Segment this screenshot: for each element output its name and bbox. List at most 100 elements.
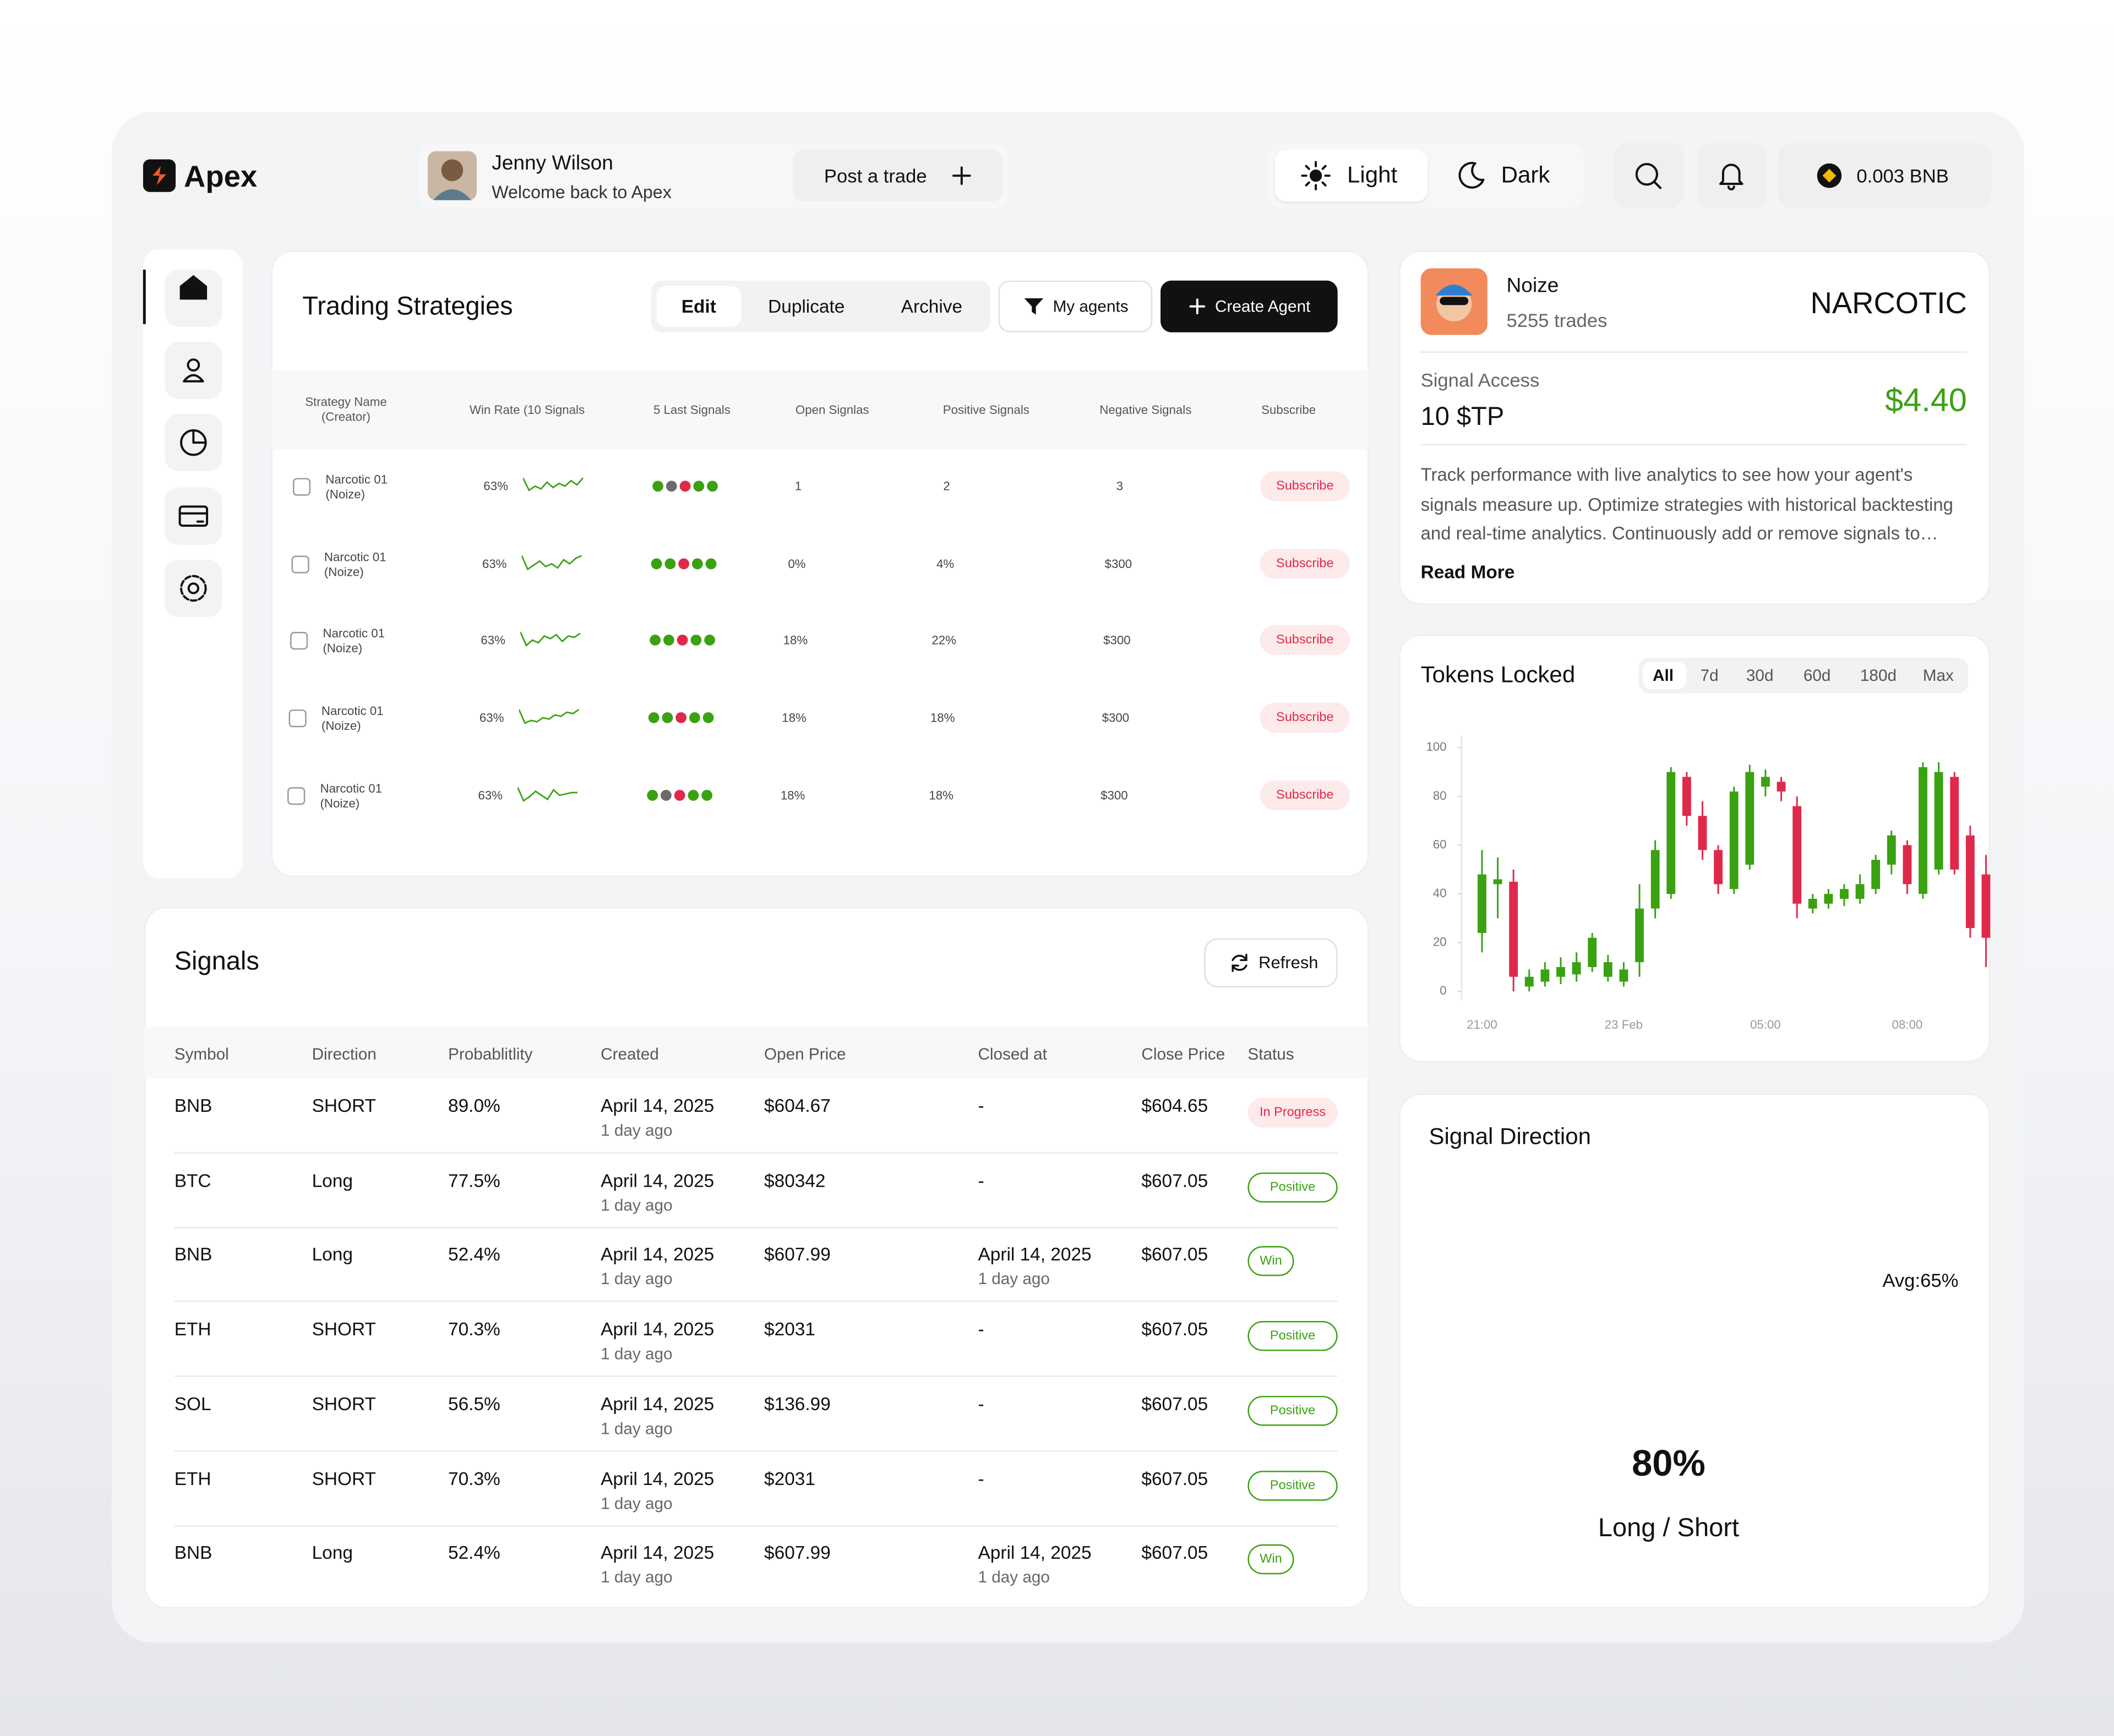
candle-body — [1650, 850, 1660, 909]
refresh-button[interactable] — [1204, 938, 1338, 987]
tab-label: Edit — [681, 296, 716, 317]
signal-symbol: BNB — [174, 1244, 213, 1265]
sidebar-icon-part — [180, 575, 207, 602]
post-trade-label: Post a trade — [824, 165, 927, 187]
candle-body — [1934, 772, 1943, 870]
signal-open-price: $136.99 — [764, 1393, 831, 1414]
created-ago: 1 day ago — [601, 1269, 673, 1289]
y-tick-label: 20 — [1433, 935, 1447, 949]
signal-close-price: $607.05 — [1141, 1319, 1208, 1340]
win-rate-sparkline — [520, 632, 581, 648]
last-signals-dots-part — [675, 712, 687, 724]
negative-signals: 3 — [1116, 479, 1124, 493]
subscribe-button[interactable] — [1260, 548, 1350, 578]
open-signals: 18% — [782, 711, 807, 725]
my-agents-button[interactable] — [998, 280, 1153, 332]
last-signals-dots-part — [652, 481, 663, 492]
range-option[interactable]: All — [1653, 665, 1674, 685]
strategies-column-header: Open Signlas — [795, 403, 869, 417]
subscribe-button[interactable] — [1260, 702, 1350, 733]
strategy-name: Narcotic 01 — [321, 704, 384, 718]
notification-button[interactable] — [1697, 143, 1767, 209]
signal-probability: 77.5% — [448, 1170, 500, 1191]
sidebar-active-indicator — [143, 269, 146, 324]
candle-body — [1950, 777, 1959, 870]
signal-created: April 14, 2025 — [601, 1244, 715, 1265]
read-more[interactable]: Read More — [1420, 561, 1515, 582]
light-button[interactable] — [1274, 150, 1428, 202]
win-rate-sparkline — [523, 477, 584, 492]
subscribe-button[interactable] — [1260, 625, 1350, 656]
signal-created: April 14, 2025 — [601, 1170, 715, 1191]
row-checkbox[interactable] — [292, 478, 311, 496]
candle-body — [1965, 835, 1975, 929]
signal-created: April 14, 2025 — [601, 1468, 715, 1489]
closed-ago: 1 day ago — [978, 1568, 1050, 1587]
bell-icon — [1719, 163, 1743, 190]
range-option[interactable]: 60d — [1803, 665, 1831, 685]
strategy-creator: (Noize) — [325, 487, 366, 501]
sidebar-tile[interactable] — [165, 559, 222, 617]
signal-closed-at: - — [978, 1468, 984, 1489]
sidebar-icon — [178, 505, 209, 527]
refresh-icon — [1232, 953, 1247, 972]
created-ago: 1 day ago — [601, 1493, 673, 1513]
subscribe-button[interactable] — [1260, 780, 1350, 810]
last-signals-dots-part — [662, 712, 673, 724]
positive-signals: 18% — [930, 711, 955, 725]
user-avatar — [427, 151, 477, 200]
signal-direction: SHORT — [312, 1468, 376, 1489]
sidebar-tile[interactable] — [165, 487, 222, 545]
open-signals: 0% — [788, 556, 806, 570]
candle-body — [1603, 962, 1612, 977]
row-checkbox[interactable] — [288, 709, 307, 728]
row-checkbox[interactable] — [287, 787, 306, 805]
last-signals-dots-part — [650, 635, 661, 646]
signal-probability: 52.4% — [448, 1244, 500, 1265]
search-button[interactable] — [1614, 143, 1684, 209]
profile-name: Noize — [1506, 274, 1559, 298]
row-checkbox[interactable] — [290, 632, 308, 651]
signal-created: April 14, 2025 — [601, 1542, 715, 1563]
range-option[interactable]: 180d — [1860, 665, 1897, 685]
y-tick-label: 80 — [1433, 789, 1447, 803]
candle-body — [1777, 782, 1786, 792]
last-signals-dots-part — [689, 712, 700, 724]
range-option[interactable]: 7d — [1700, 665, 1719, 685]
status-label: Win — [1260, 1254, 1282, 1269]
wallet-button[interactable] — [1779, 143, 1992, 209]
negative-signals: $300 — [1104, 556, 1132, 570]
signals-card — [144, 907, 1369, 1609]
candle-body — [1509, 881, 1518, 977]
chart-title: Tokens Locked — [1420, 662, 1576, 688]
candle-body — [1919, 767, 1927, 894]
signal-close-price: $607.05 — [1141, 1393, 1208, 1414]
subscribe-label: Subscribe — [1276, 710, 1334, 725]
create-agent-label: Create Agent — [1215, 297, 1311, 316]
range-option[interactable]: 30d — [1746, 665, 1774, 685]
strategies-column-header: Positive Signals — [942, 403, 1029, 417]
signals-column-header: Symbol — [174, 1044, 229, 1064]
range-option[interactable]: Max — [1922, 665, 1954, 685]
sidebar-icon-part — [192, 429, 207, 444]
row-checkbox[interactable] — [291, 555, 309, 573]
sidebar-icon — [183, 358, 204, 383]
sun-icon-part — [1301, 161, 1331, 190]
created-ago: 1 day ago — [601, 1195, 673, 1215]
description: Track performance with live analytics to… — [1420, 464, 1953, 544]
subscribe-button[interactable] — [1260, 471, 1350, 501]
signal-closed-at: - — [978, 1170, 984, 1191]
refresh-label: Refresh — [1258, 953, 1318, 973]
last-signals-dots — [648, 712, 714, 724]
candle-body — [1714, 850, 1723, 885]
win-rate-sparkline — [517, 787, 578, 802]
tab-edit-selected[interactable] — [656, 286, 741, 327]
strategy-name: Narcotic 01 — [323, 627, 385, 641]
last-signals-dots-part — [677, 635, 688, 646]
signals-column-header: Status — [1247, 1044, 1294, 1064]
candle-body — [1666, 772, 1676, 894]
candle-body — [1981, 874, 1991, 938]
tab-label: Duplicate — [768, 296, 845, 317]
